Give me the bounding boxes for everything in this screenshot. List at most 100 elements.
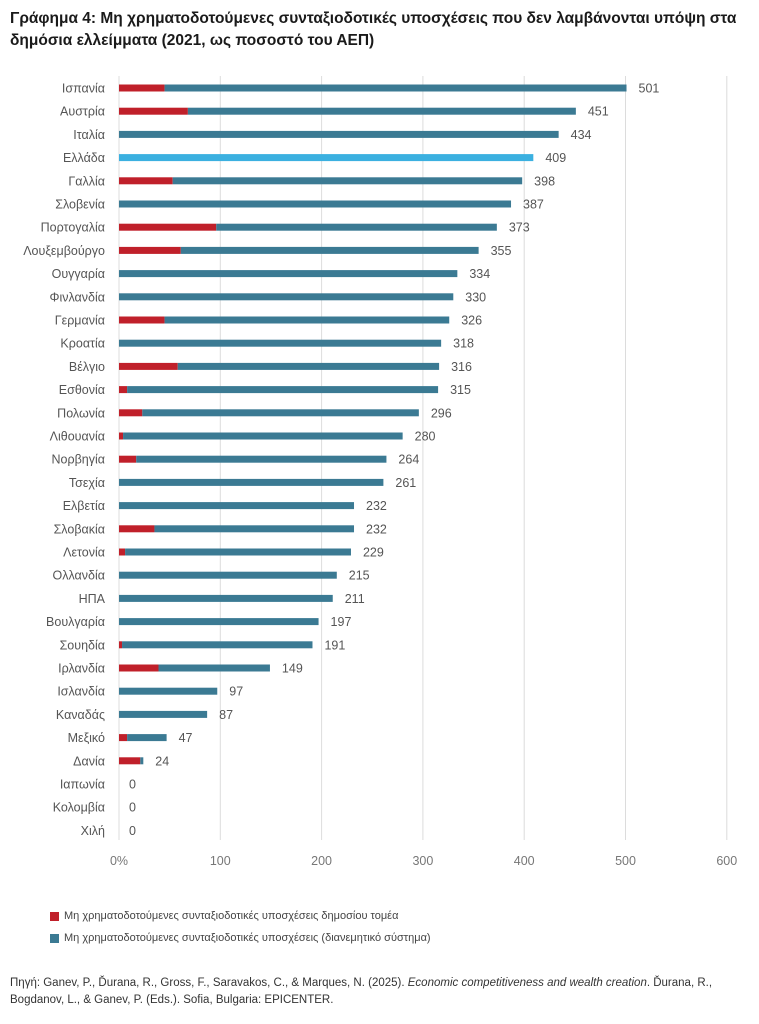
value-label: 87 [219, 708, 233, 722]
value-label: 355 [491, 244, 512, 258]
bar-total-segment [136, 455, 387, 463]
category-label: Ιταλία [73, 128, 105, 142]
value-label: 0 [129, 801, 136, 815]
value-label: 315 [450, 383, 471, 397]
category-label: Σλοβενία [55, 198, 105, 212]
category-label: Κροατία [60, 337, 105, 351]
bar-public-segment [119, 641, 123, 649]
value-label: 229 [363, 546, 384, 560]
x-tick-label: 500 [615, 854, 636, 868]
x-tick-label: 300 [412, 854, 433, 868]
bar-public-segment [119, 316, 165, 324]
legend-label-public: Μη χρηματοδοτούμενες συνταξιοδοτικές υπο… [64, 910, 399, 922]
category-label: Γαλλία [68, 174, 105, 188]
value-label: 280 [415, 430, 436, 444]
bar-public-segment [119, 432, 124, 440]
x-tick-label: 100 [210, 854, 231, 868]
value-label: 0 [129, 778, 136, 792]
bar-total-segment [127, 734, 167, 742]
bar-total-segment [187, 107, 576, 115]
bar-chart: Ισπανία 501 Αυστρία 451 Ιταλία 434 Ελλάδα 409 Γα… [23, 76, 737, 868]
bar-total-segment [119, 502, 355, 510]
source-note: Πηγή: Ganev, P., Ďurana, R., Gross, F., … [10, 975, 750, 1009]
category-label: Βέλγιο [69, 360, 105, 374]
bar-total-segment [119, 270, 458, 278]
category-label: ΗΠΑ [79, 592, 106, 606]
source-prefix: Πηγή: Ganev, P., Ďurana, R., Gross, F., … [10, 977, 408, 989]
category-label: Δανία [73, 754, 105, 768]
chart-title: Γράφημα 4: Μη χρηματοδοτούμενες συνταξιο… [10, 10, 737, 49]
bar-total-segment [119, 154, 534, 162]
category-label: Σλοβακία [54, 522, 105, 536]
category-label: Μεξικό [68, 731, 105, 745]
legend-swatch-total [50, 933, 59, 943]
category-label: Αυστρία [60, 105, 105, 119]
category-label: Κολομβία [53, 801, 105, 815]
category-label: Γερμανία [55, 314, 105, 328]
category-label: Τσεχία [69, 476, 105, 490]
bar-total-segment [119, 200, 512, 208]
bar-public-segment [119, 525, 155, 533]
bar-total-segment [164, 84, 627, 92]
bar-total-segment [119, 130, 559, 138]
value-label: 387 [523, 198, 544, 212]
bar-total-segment [172, 177, 523, 185]
value-label: 261 [395, 476, 416, 490]
value-label: 318 [453, 337, 474, 351]
bar-total-segment [119, 478, 384, 486]
bar-total-segment [140, 757, 144, 765]
bar-public-segment [119, 455, 137, 463]
bar-public-segment [119, 386, 128, 394]
bar-public-segment [119, 664, 159, 672]
bar-total-segment [119, 594, 333, 602]
bar-total-segment [180, 246, 479, 254]
category-label: Ιαπωνία [60, 778, 105, 792]
bar-total-segment [119, 687, 218, 695]
bar-public-segment [119, 548, 126, 556]
bar-total-segment [177, 362, 440, 370]
bar-total-segment [142, 409, 419, 417]
bar-public-segment [119, 362, 178, 370]
x-tick-label: 600 [716, 854, 737, 868]
x-tick-label: 200 [311, 854, 332, 868]
value-label: 24 [155, 754, 169, 768]
source-title: Economic competitiveness and wealth crea… [407, 977, 647, 989]
value-label: 232 [366, 522, 387, 536]
bar-total-segment [119, 710, 208, 718]
value-label: 149 [282, 662, 303, 676]
legend-item-public: Μη χρηματοδοτούμενες συνταξιοδοτικές υπο… [50, 905, 431, 927]
legend-item-total: Μη χρηματοδοτούμενες συνταξιοδοτικές υπο… [50, 927, 431, 949]
bar-total-segment [123, 432, 403, 440]
value-label: 434 [571, 128, 592, 142]
bar-public-segment [119, 107, 188, 115]
value-label: 373 [509, 221, 530, 235]
value-label: 47 [179, 731, 193, 745]
value-label: 316 [451, 360, 472, 374]
bar-public-segment [119, 246, 181, 254]
bar-public-segment [119, 223, 217, 231]
value-label: 197 [331, 615, 352, 629]
value-label: 451 [588, 105, 609, 119]
bar-public-segment [119, 409, 143, 417]
category-label: Ελλάδα [63, 151, 105, 165]
bar-total-segment [119, 293, 454, 301]
category-label: Φινλανδία [50, 290, 106, 304]
source-suffix: . Ďurana, R., Bogdanov, L., & Ganev, P. … [10, 977, 713, 1006]
legend: Μη χρηματοδοτούμενες συνταξιοδοτικές υπο… [50, 905, 431, 949]
bar-total-segment [122, 641, 313, 649]
bar-public-segment [119, 177, 173, 185]
legend-label-total: Μη χρηματοδοτούμενες συνταξιοδοτικές υπο… [64, 932, 431, 944]
value-label: 97 [229, 685, 243, 699]
category-label: Ιρλανδία [58, 662, 105, 676]
category-label: Πολωνία [57, 406, 105, 420]
bar-total-segment [164, 316, 450, 324]
value-label: 409 [545, 151, 566, 165]
bar-total-segment [127, 386, 439, 394]
value-label: 326 [461, 314, 482, 328]
category-label: Λιθουανία [50, 430, 105, 444]
value-label: 191 [324, 638, 345, 652]
category-label: Ελβετία [63, 499, 105, 513]
bar-total-segment [216, 223, 497, 231]
x-tick-label: 400 [514, 854, 535, 868]
value-label: 211 [345, 592, 365, 606]
